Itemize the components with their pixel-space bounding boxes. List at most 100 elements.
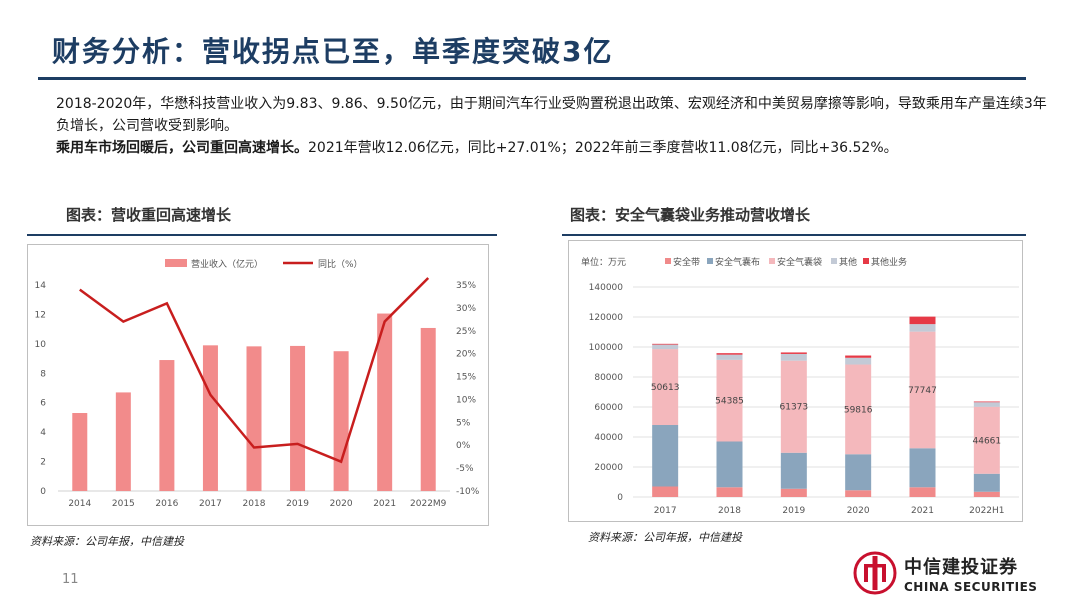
stacked-bar-segment xyxy=(716,353,743,355)
y-left-tick-label: 4 xyxy=(40,428,46,438)
x-tick-label: 2014 xyxy=(68,499,91,509)
stacked-bar-segment xyxy=(780,452,807,489)
x-tick-label: 2019 xyxy=(782,506,805,516)
y-left-tick-label: 12 xyxy=(35,310,46,320)
legend-bar-label: 营业收入（亿元） xyxy=(191,258,263,270)
chart2-frame: 单位：万元 安全带 安全气囊布 安全气囊袋 其他 其他业务 0 20000 40000 60000… xyxy=(568,240,1023,522)
y-right-tick-label: 30% xyxy=(456,304,476,314)
revenue-bar xyxy=(202,345,218,491)
legend-label: 安全气囊布 xyxy=(715,256,760,268)
stacked-bar-segment xyxy=(845,357,872,365)
x-tick-label: 2020 xyxy=(847,506,870,516)
x-tick-label: 2020 xyxy=(330,499,353,509)
stacked-bar-segment xyxy=(716,487,743,497)
stacked-bar-segment xyxy=(973,401,1000,403)
chart2-divider xyxy=(562,234,1026,236)
segment-revenue-chart: 单位：万元 安全带 安全气囊布 安全气囊袋 其他 其他业务 0 20000 40000 60000… xyxy=(581,256,1019,516)
stacked-bar-segment xyxy=(652,425,679,487)
legend-label: 安全带 xyxy=(673,256,700,268)
stacked-bar-segment xyxy=(909,487,936,497)
x-tick-label: 2022H1 xyxy=(969,506,1004,516)
airbag-value-label: 50613 xyxy=(651,383,680,393)
revenue-bar xyxy=(333,351,349,491)
y-right-tick-label: 5% xyxy=(456,418,471,428)
stacked-bar-segment xyxy=(973,402,1000,407)
revenue-bar xyxy=(420,327,436,491)
stacked-bar-segment xyxy=(716,354,743,360)
page-title: 财务分析：营收拐点已至，单季度突破3亿 xyxy=(52,35,614,68)
stacked-bar-segment xyxy=(716,441,743,488)
stacked-bar-segment xyxy=(973,491,1000,497)
y-tick-label: 0 xyxy=(617,493,623,503)
legend-label: 其他业务 xyxy=(871,256,907,268)
x-tick-label: 2019 xyxy=(286,499,309,509)
legend-swatch xyxy=(665,258,671,264)
y-tick-label: 20000 xyxy=(594,463,623,473)
y-tick-label: 100000 xyxy=(589,343,624,353)
chart1-source: 资料来源：公司年报，中信建投 xyxy=(30,535,184,548)
paragraph-2: 乘用车市场回暖后，公司重回高速增长。2021年营收12.06亿元，同比+27.0… xyxy=(56,137,1056,159)
revenue-chart: 营业收入（亿元） 同比（%） 0 2 4 6 8 10 12 14 -10% -5% 0% 5% 10% 15… xyxy=(35,258,480,509)
x-tick-label: 2021 xyxy=(911,506,934,516)
stacked-bar-segment xyxy=(973,473,1000,492)
airbag-value-label: 44661 xyxy=(973,436,1002,446)
legend-swatch xyxy=(863,258,869,264)
y-right-tick-label: 10% xyxy=(456,395,476,405)
revenue-bar xyxy=(377,313,393,491)
stacked-bar-segment xyxy=(973,406,1000,474)
stacked-bar-segment xyxy=(909,448,936,488)
stacked-bar-segment xyxy=(652,343,679,345)
chart2-title: 图表：安全气囊袋业务推动营收增长 xyxy=(570,206,811,224)
legend-swatch xyxy=(831,258,837,264)
y-tick-label: 120000 xyxy=(589,313,624,323)
paragraph-1: 2018-2020年，华懋科技营业收入为9.83、9.86、9.50亿元，由于期… xyxy=(56,96,1047,134)
stacked-bar-segment xyxy=(780,360,807,453)
y-right-tick-label: -10% xyxy=(456,487,480,497)
y-right-tick-label: 0% xyxy=(456,441,471,451)
y-right-tick-label: 25% xyxy=(456,327,476,337)
page-number: 11 xyxy=(62,572,79,587)
logo-cn: 中信建投证券 xyxy=(904,557,1018,578)
stacked-bar-segment xyxy=(909,331,936,449)
airbag-value-label: 61373 xyxy=(780,403,809,413)
stacked-bar-segment xyxy=(909,324,936,332)
stacked-bar-segment xyxy=(780,488,807,497)
china-securities-logo-icon xyxy=(853,551,897,595)
y-right-tick-label: 35% xyxy=(456,281,476,291)
y-tick-label: 80000 xyxy=(594,373,623,383)
paragraph-2-bold: 乘用车市场回暖后，公司重回高速增长。 xyxy=(56,140,308,156)
x-tick-label: 2016 xyxy=(155,499,178,509)
x-tick-label: 2018 xyxy=(718,506,741,516)
stacked-bar-segment xyxy=(845,355,872,358)
y-tick-label: 140000 xyxy=(589,283,624,293)
chart1-title: 图表：营收重回高速增长 xyxy=(66,206,232,224)
logo-text: 中信建投证券 CHINA SECURITIES xyxy=(904,553,1037,594)
y-left-tick-label: 8 xyxy=(40,369,46,379)
yoy-growth-line xyxy=(79,277,430,464)
y-left-tick-label: 10 xyxy=(35,340,47,350)
chart1-divider xyxy=(27,234,497,236)
y-tick-label: 40000 xyxy=(594,433,623,443)
stacked-bar-segment xyxy=(716,359,743,442)
chart1-frame: 营业收入（亿元） 同比（%） 0 2 4 6 8 10 12 14 -10% -5% 0% 5% 10% 15… xyxy=(27,244,489,526)
stacked-bar-segment xyxy=(845,454,872,491)
y-right-tick-label: -5% xyxy=(456,464,474,474)
airbag-value-label: 77747 xyxy=(908,386,937,396)
stacked-bar-segment xyxy=(652,344,679,350)
y-left-tick-label: 6 xyxy=(40,399,46,409)
stacked-bar-segment xyxy=(780,353,807,361)
y-right-tick-label: 15% xyxy=(456,373,476,383)
paragraph-2-text: 2021年营收12.06亿元，同比+27.01%；2022年前三季度营收11.0… xyxy=(308,140,898,156)
y-left-tick-label: 2 xyxy=(40,458,46,468)
x-tick-label: 2017 xyxy=(199,499,222,509)
airbag-value-label: 54385 xyxy=(715,397,744,407)
stacked-bar-segment xyxy=(652,349,679,425)
revenue-bar xyxy=(72,413,88,491)
legend-swatch xyxy=(769,258,775,264)
x-tick-label: 2022M9 xyxy=(410,499,447,509)
y-left-tick-label: 0 xyxy=(40,487,46,497)
revenue-bar xyxy=(246,346,262,491)
title-divider xyxy=(38,77,1026,80)
y-right-tick-label: 20% xyxy=(456,350,476,360)
stacked-bar-segment xyxy=(845,490,872,497)
